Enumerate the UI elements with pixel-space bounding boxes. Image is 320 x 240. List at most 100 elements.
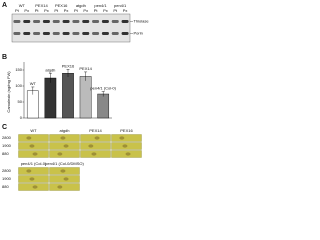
leaf-lesion [63,177,69,181]
band [82,20,90,23]
row-label: 880 [2,184,9,189]
leaf-lesion [32,185,38,189]
band [92,20,100,23]
fraction-label: Pt [15,8,20,13]
leaf-image [111,134,142,142]
bar [62,72,74,119]
leaf-image [49,150,80,158]
fraction-label: Pt [35,8,40,13]
band [13,20,21,23]
row-label: 2800 [2,168,12,173]
band [82,32,90,35]
band [62,32,70,35]
row-label: 1900 [2,176,12,181]
column-label: atgdh [59,128,69,133]
bar [44,77,57,119]
band [72,20,80,23]
leaf-lesion [57,152,63,156]
band [72,32,80,35]
band [23,32,31,35]
leaf-lesion [94,136,100,140]
leaf-lesion [32,152,38,156]
bar [97,93,110,119]
fraction-label: Pt [113,8,118,13]
band [101,32,109,35]
band [13,32,21,35]
bar-label: atgdh [45,67,55,72]
leaf-lesion [29,144,35,148]
band-label: Thiolase [134,19,150,24]
leaf-image [49,183,80,191]
leaf-image [18,134,49,142]
band [121,32,129,35]
lane-label: PEX16 [55,3,68,8]
fraction-label: Pt [74,8,79,13]
fraction-label: Px [123,8,128,13]
leaf-lesion [125,152,131,156]
band-label: Porin [134,31,143,36]
column-label: PEX16 [120,128,133,133]
bar-label: PEX16 [62,63,75,68]
leaf-lesion [29,177,35,181]
band [23,20,31,23]
lane-label: PEX14 [35,3,48,8]
fraction-label: Px [83,8,88,13]
leaf-lesion [119,136,125,140]
band [52,32,60,35]
column-label: pen4/1 (Col-0) [21,161,47,166]
band [121,20,129,23]
band [33,32,41,35]
band [92,32,100,35]
leaf-image [80,142,111,150]
bar [79,76,92,119]
leaf-lesion [57,185,63,189]
bar-label: pen4/1 (Col-0) [90,86,116,91]
blot [11,13,131,43]
column-label: pen4/1 (Col-0/DMSO) [45,161,84,166]
fraction-label: Px [103,8,108,13]
y-tick-label: 150 [15,67,22,72]
row-label: 2800 [2,135,12,140]
panel-label: C [2,124,7,131]
leaf-lesion [122,144,128,148]
band [42,20,50,23]
leaf-lesion [26,136,32,140]
leaf-lesion [60,136,66,140]
band [101,20,109,23]
band [52,20,60,23]
lane-label: atgdh [76,3,86,8]
band [111,20,119,23]
leaf-lesion [91,152,97,156]
leaf-lesion [63,144,69,148]
fraction-label: Px [64,8,69,13]
fraction-label: Pt [94,8,99,13]
y-axis-label: Camalexin (ng/mg FW) [6,71,11,113]
y-tick-label: 100 [15,83,22,88]
leaf-lesion [60,169,66,173]
fraction-label: Px [24,8,29,13]
band [62,20,70,23]
column-label: PEX14 [89,128,102,133]
lane-label: pen4/1 [94,3,107,8]
y-tick-label: 0 [20,115,23,120]
y-tick-label: 50 [18,99,23,104]
bar-label: PEX14 [79,66,92,71]
panel-label: B [2,54,7,61]
lane-label: pen4/1 [114,3,127,8]
band [111,32,119,35]
row-label: 880 [2,151,9,156]
band [33,20,41,23]
bar [26,90,39,119]
leaf-image [18,167,49,175]
bar-label: WT [30,81,37,86]
leaf-lesion [26,169,32,173]
row-label: 1900 [2,143,12,148]
fraction-label: Pt [54,8,59,13]
leaf-lesion [88,144,94,148]
fraction-label: Px [44,8,49,13]
page: A B Camalexin (ng/mg FW) C WT Pt Px PEX14 Pt… [0,0,150,198]
panel-label: A [2,2,7,9]
column-label: WT [30,128,37,133]
lane-label: WT [19,3,26,8]
